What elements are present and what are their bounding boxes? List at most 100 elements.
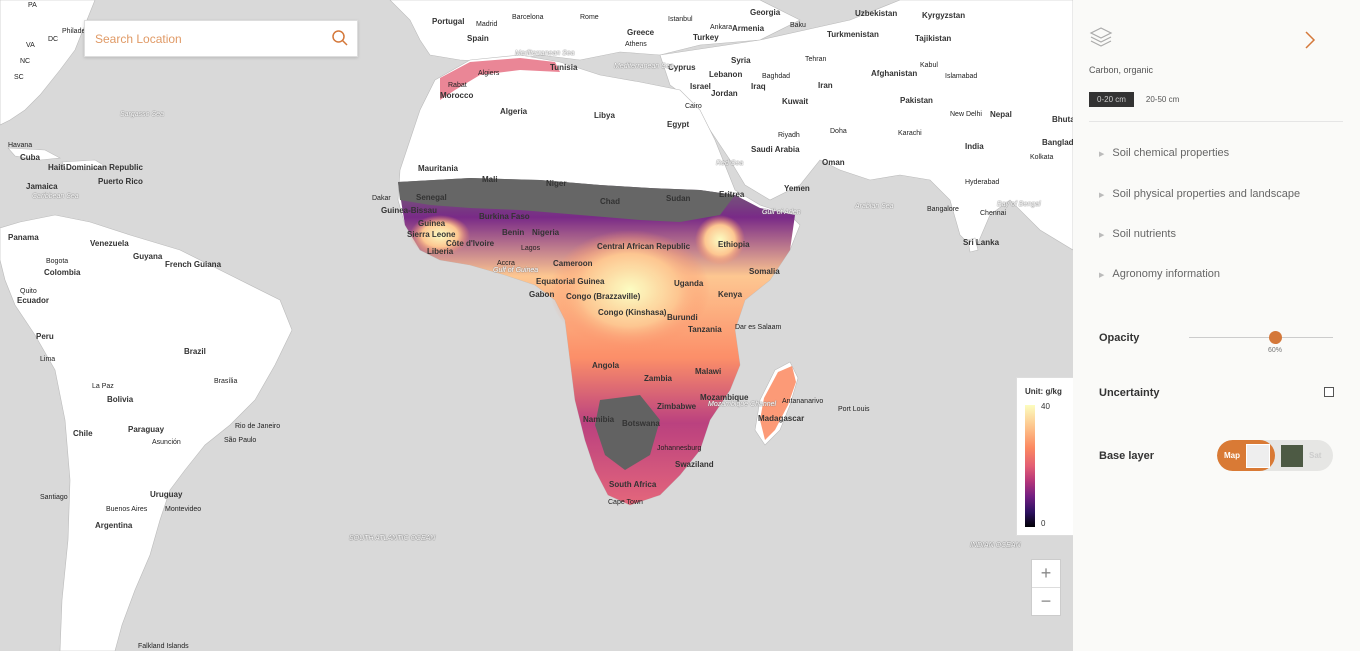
category-agronomy[interactable]: ▶ Agronomy information (1099, 268, 1220, 280)
map-label: La Paz (92, 383, 114, 390)
map-label: Bogota (46, 258, 69, 265)
soil-carbon-overlay (398, 58, 796, 505)
map-label: Tanzania (688, 325, 722, 334)
search-box[interactable] (84, 20, 358, 57)
category-soil-chemical[interactable]: ▶ Soil chemical properties (1099, 147, 1229, 159)
map-label: Malawi (695, 367, 722, 376)
land-asia (659, 0, 1073, 251)
map-label: Jordan (711, 89, 738, 98)
map-label: Kenya (718, 290, 743, 299)
map-label: Philadelphia (62, 28, 101, 35)
baselayer-map-option[interactable]: Map (1217, 440, 1275, 471)
basemap (0, 0, 1073, 651)
map-label-ocean: INDIAN OCEAN (970, 542, 1021, 549)
map-label: Bhutan (1052, 115, 1073, 124)
zoom-in-button[interactable]: + (1032, 560, 1060, 588)
map-label: French Guiana (165, 260, 222, 269)
map-label-sea: Mediterranean Sea (614, 63, 674, 70)
map-label: Central African Republic (597, 242, 691, 251)
depth-tabs: 0-20 cm 20-50 cm (1089, 92, 1187, 107)
map-label: Niger (546, 179, 567, 188)
map-label: Tunisia (550, 63, 578, 72)
map-label: Dakar (372, 195, 391, 202)
legend-unit: Unit: g/kg (1025, 387, 1062, 396)
opacity-slider-handle[interactable] (1269, 331, 1283, 344)
map-label: Mozambique (700, 393, 749, 402)
map-label: Accra (497, 260, 515, 267)
layers-icon[interactable] (1089, 26, 1113, 48)
legend-color-ramp (1025, 405, 1035, 527)
map-label: VA (26, 42, 35, 49)
map-label: Kyrgyzstan (922, 11, 966, 20)
caret-right-icon: ▶ (1099, 151, 1105, 158)
caret-right-icon: ▶ (1099, 192, 1105, 199)
baselayer-label: Base layer (1099, 450, 1155, 462)
map-canvas[interactable]: PA Philadelphia VA DC NC SC Sargasso Sea… (0, 0, 1073, 651)
map-label: Riyadh (778, 132, 800, 139)
map-label: Venezuela (90, 239, 129, 248)
map-label: Madagascar (758, 414, 805, 423)
map-label: Cape Town (608, 499, 643, 506)
map-label: Saudi Arabia (751, 145, 800, 154)
map-label: Chile (73, 429, 93, 438)
map-label: Dominican Republic (66, 163, 143, 172)
map-label: Baghdad (762, 73, 791, 80)
map-label: Gabon (529, 290, 555, 299)
map-label: Zimbabwe (657, 402, 697, 411)
map-label: Yemen (784, 184, 810, 193)
caret-right-icon: ▶ (1099, 272, 1105, 279)
map-label: Cameroon (553, 259, 593, 268)
map-label: Eritrea (719, 190, 745, 199)
map-label: Montevideo (165, 506, 202, 513)
search-input[interactable] (93, 30, 327, 47)
map-label: Rabat (448, 82, 467, 89)
map-label: Algiers (478, 70, 500, 77)
map-label-sea: Gulf of Aden (762, 209, 801, 216)
map-label: Guinea (418, 219, 446, 228)
map-label: Kuwait (782, 97, 809, 106)
map-label: Equatorial Guinea (536, 277, 605, 286)
map-label: Iraq (751, 82, 766, 91)
map-label: Chennai (980, 210, 1007, 217)
map-label: Uganda (674, 279, 704, 288)
map-label: Benin (502, 228, 525, 237)
category-soil-nutrients[interactable]: ▶ Soil nutrients (1099, 228, 1176, 240)
map-label: Cairo (685, 103, 702, 110)
map-label: Angola (592, 361, 620, 370)
map-label: Guyana (133, 252, 163, 261)
map-label: Pakistan (900, 96, 933, 105)
map-legend: Unit: g/kg 40 0 (1016, 377, 1073, 536)
map-label: Uzbekistan (855, 9, 898, 18)
map-label: NC (20, 58, 31, 65)
map-label: Sri Lanka (963, 238, 1000, 247)
map-label: Congo (Brazzaville) (566, 292, 641, 301)
map-label: Nepal (990, 110, 1012, 119)
map-label: Athens (625, 41, 647, 48)
map-label: Namibia (583, 415, 615, 424)
zoom-out-button[interactable]: − (1040, 591, 1052, 611)
search-icon[interactable] (331, 29, 349, 47)
uncertainty-checkbox[interactable] (1324, 387, 1334, 397)
map-label: Jamaica (26, 182, 58, 191)
map-label: Turkey (693, 33, 719, 42)
map-label: Chad (600, 197, 620, 206)
map-label: Tehran (805, 56, 827, 63)
map-label: Santiago (40, 494, 68, 501)
map-label: Morocco (440, 91, 474, 100)
map-label: Paraguay (128, 425, 165, 434)
depth-tab-0-20[interactable]: 0-20 cm (1089, 92, 1134, 107)
map-label: Portugal (432, 17, 465, 26)
map-label: Iran (818, 81, 833, 90)
uncertainty-label: Uncertainty (1099, 387, 1160, 399)
map-label: Algeria (500, 107, 528, 116)
chevron-right-icon[interactable] (1303, 30, 1317, 50)
category-soil-physical[interactable]: ▶ Soil physical properties and landscape (1099, 188, 1300, 200)
map-label: Karachi (898, 130, 922, 137)
map-label: South Africa (609, 480, 657, 489)
map-label: Kolkata (1030, 154, 1054, 161)
depth-tab-20-50[interactable]: 20-50 cm (1145, 95, 1180, 104)
baselayer-toggle[interactable]: Map Sat (1217, 440, 1333, 471)
opacity-slider[interactable] (1189, 331, 1333, 344)
map-label: Botswana (622, 419, 660, 428)
map-label: Hyderabad (965, 179, 1000, 186)
